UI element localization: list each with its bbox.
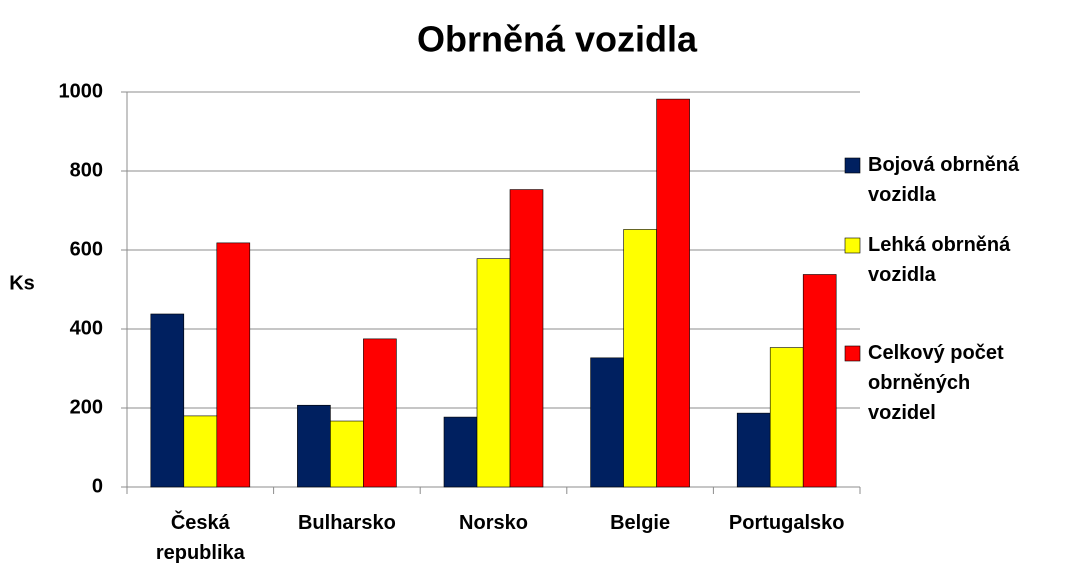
legend-swatch — [844, 345, 861, 362]
bar — [736, 412, 771, 488]
bar — [476, 258, 511, 488]
bar — [150, 313, 185, 488]
y-tick-label: 0 — [92, 475, 103, 497]
x-tick-label: Bulharsko — [297, 512, 396, 534]
bar — [297, 404, 331, 488]
y-axis-label: Ks — [9, 272, 35, 294]
bar — [656, 98, 690, 488]
bar — [623, 229, 657, 488]
y-tick-label: 400 — [70, 317, 103, 339]
bar — [363, 338, 397, 488]
bar — [183, 415, 218, 488]
bar — [590, 357, 624, 488]
legend-swatch — [844, 237, 861, 254]
legend-label: Lehká obrněná vozidla — [868, 234, 1011, 286]
chart-title: Obrněná vozidla — [417, 19, 698, 60]
bar — [216, 242, 251, 488]
y-tick-label: 800 — [70, 159, 103, 181]
y-tick-label: 1000 — [59, 80, 104, 102]
bar — [802, 274, 837, 488]
x-tick-label: Portugalsko — [728, 512, 845, 534]
legend-swatch — [844, 157, 861, 174]
bar — [509, 189, 544, 488]
bar — [330, 420, 364, 488]
x-tick-label: Norsko — [459, 512, 528, 534]
bar — [769, 347, 804, 488]
legend-label: Celkový počet obrněných vozidel — [868, 342, 1004, 424]
y-tick-label: 600 — [70, 238, 103, 260]
x-tick-label: Česká republika — [155, 512, 245, 564]
legend-label: Bojová obrněná vozidla — [868, 154, 1020, 206]
y-tick-label: 200 — [70, 396, 103, 418]
x-tick-label: Belgie — [610, 512, 671, 534]
bar — [443, 416, 478, 488]
